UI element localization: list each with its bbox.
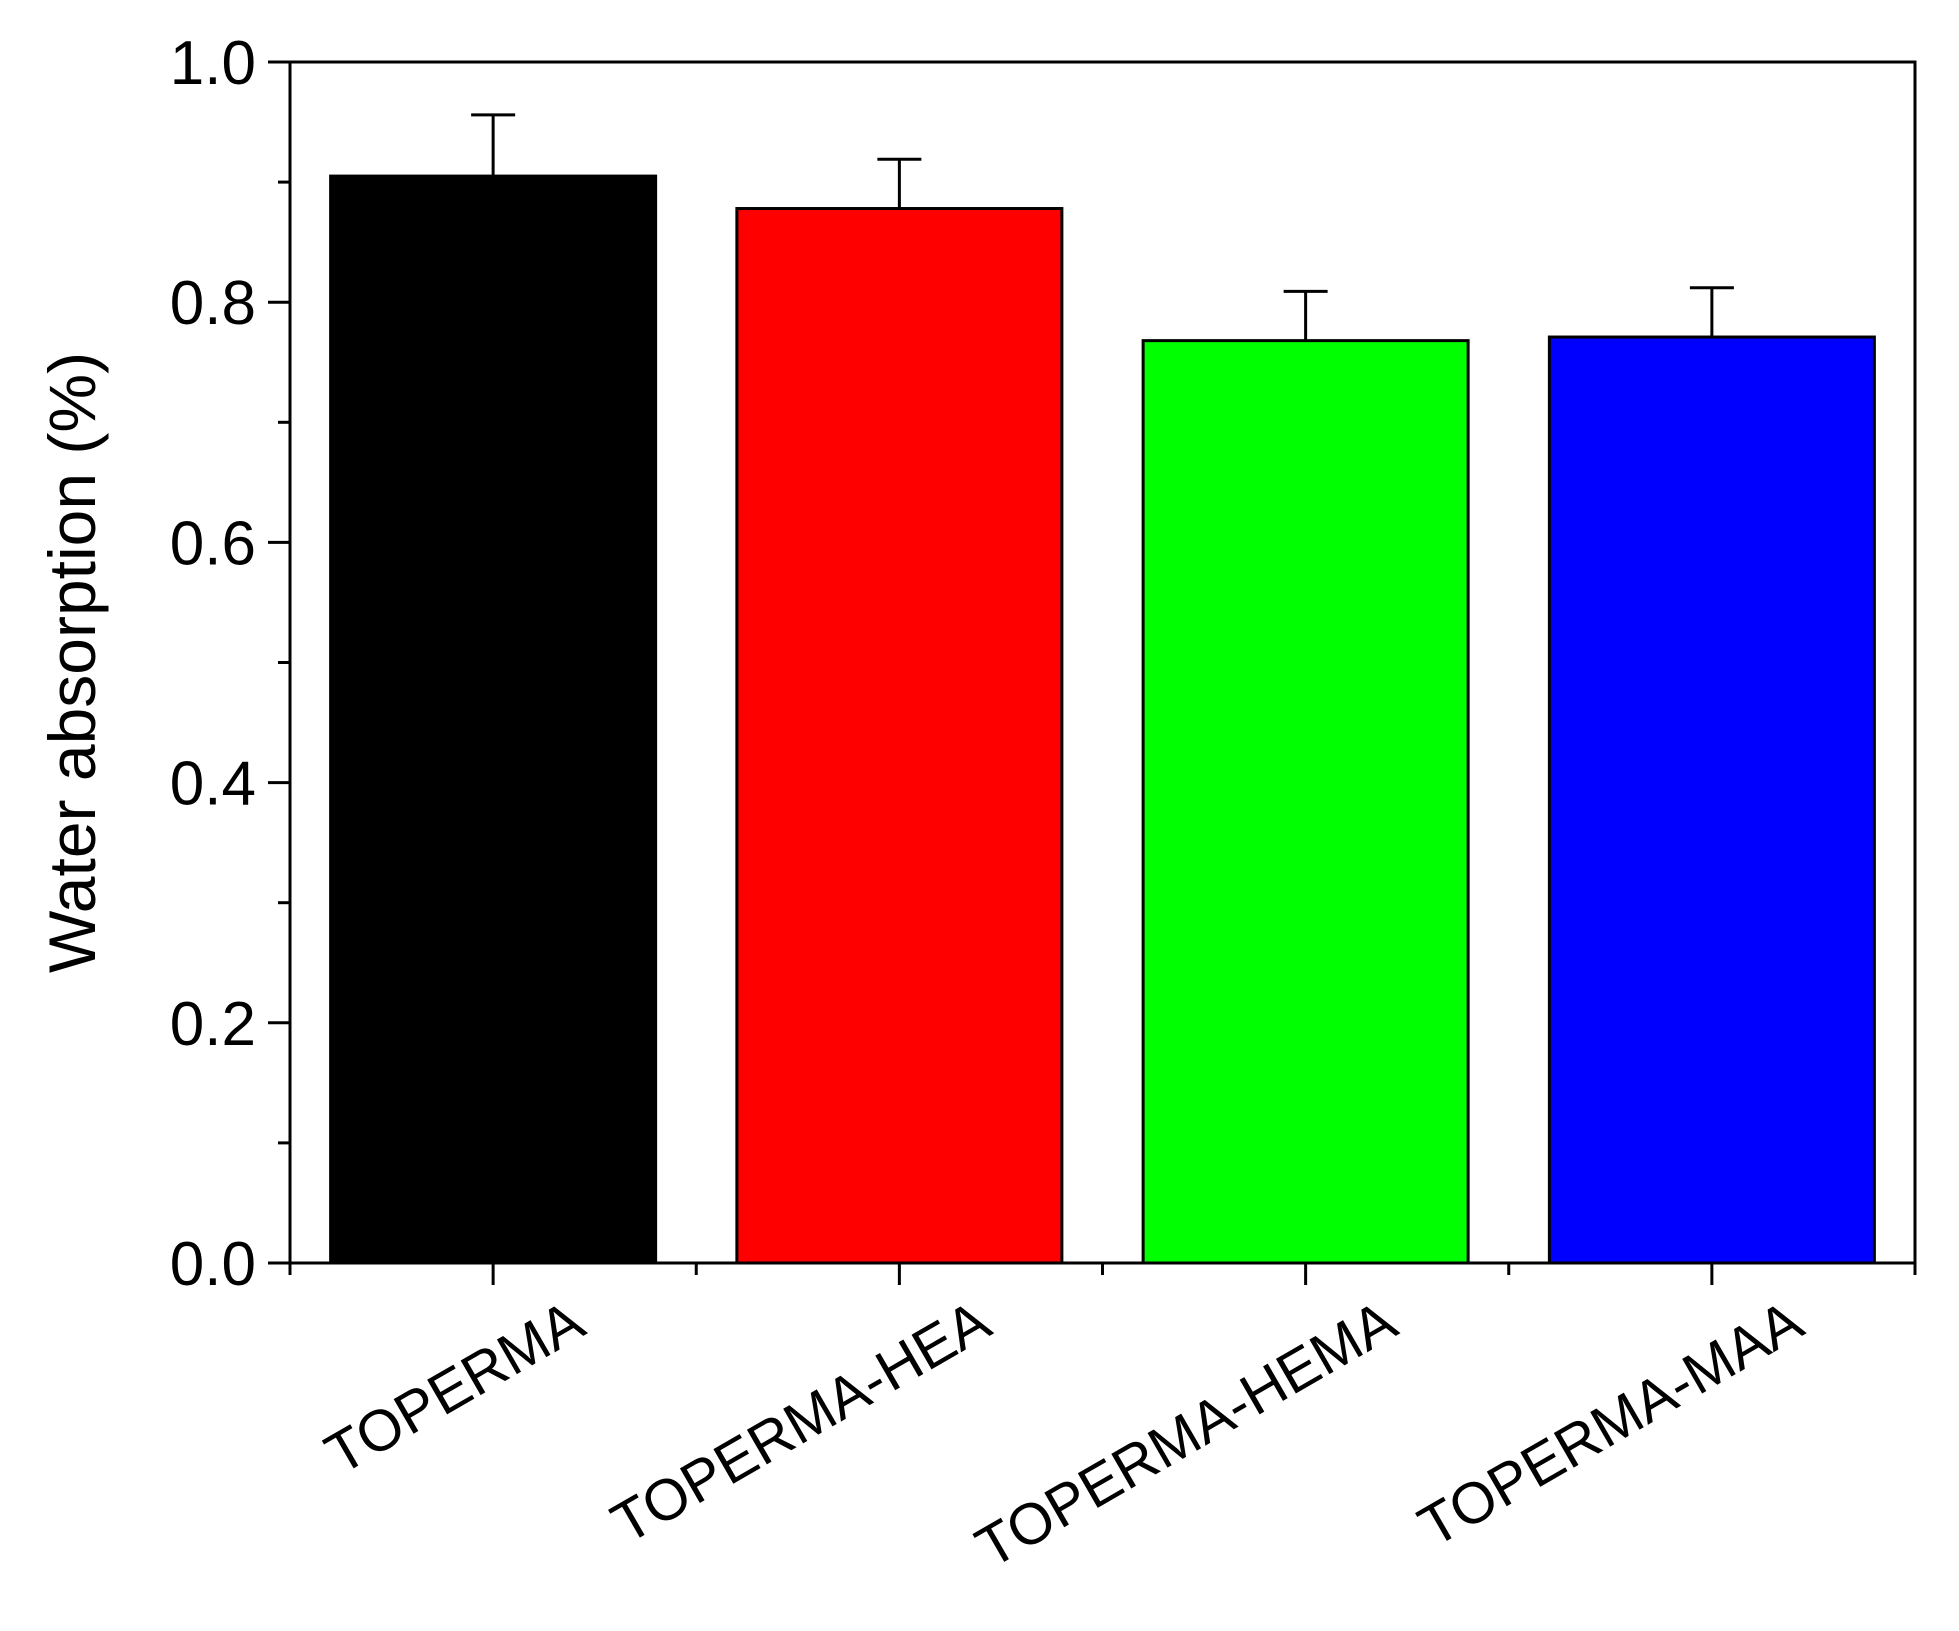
bar-toperma-hea [735,207,1064,1265]
x-tick-label: TOPERMA [315,1288,595,1487]
bar-toperma [329,174,658,1265]
x-tick-label: TOPERMA-HEA [601,1288,1001,1557]
y-tick-label: 0.6 [170,509,256,578]
y-tick-label: 1.0 [170,29,256,98]
bars-layer [329,174,1876,1265]
x-tick-label: TOPERMA-HEMA [965,1288,1407,1581]
y-tick-label: 0.2 [170,990,256,1059]
y-tick-label: 0.0 [170,1230,256,1299]
x-tick-label: TOPERMA-MAA [1408,1288,1814,1560]
bar-toperma-hema [1141,339,1470,1265]
y-axis: 0.0 0.2 0.4 0.6 0.8 1.0 [170,29,290,1299]
error-bars-layer [471,113,1734,341]
bar-toperma-maa [1547,335,1876,1265]
y-tick-label: 0.8 [170,269,256,338]
y-tick-label: 0.4 [170,750,256,819]
y-axis-title: Water absorption (%) [35,352,109,973]
